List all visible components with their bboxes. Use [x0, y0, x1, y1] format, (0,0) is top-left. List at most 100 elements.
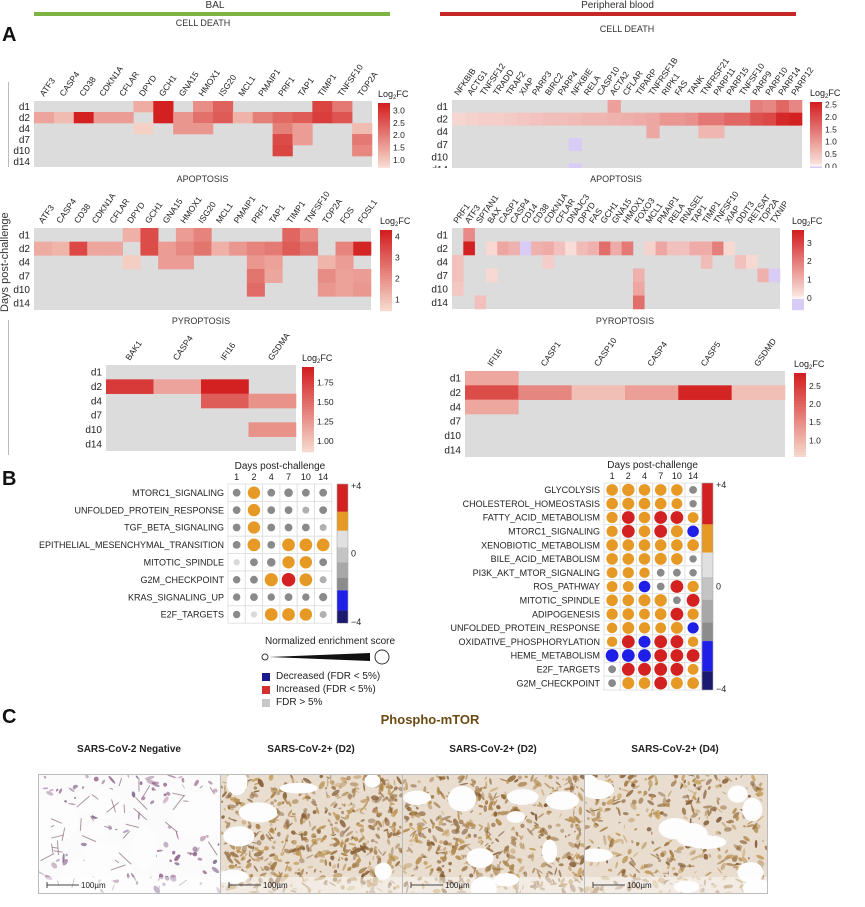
fdr-legend-swatch [262, 698, 270, 707]
heatmap-cell [737, 112, 751, 126]
day-label: 14 [318, 472, 328, 482]
column-label: CASP1 [538, 339, 562, 368]
column-label: IFI16 [218, 340, 237, 362]
heatmap-cell [463, 241, 475, 256]
heatmap-blood-cell-death: CELL DEATHd1d2d4d7d10d14NFKBIBACTG1TNFSF… [431, 24, 841, 168]
pathway-label: E2F_TARGETS [537, 665, 600, 675]
bal-group-bar [34, 12, 390, 16]
heatmap-cell [685, 112, 699, 126]
colorbar-tick: 2.5 [393, 118, 405, 128]
colorbar-segment [794, 415, 806, 419]
day-label: 7 [658, 471, 663, 481]
colorbar-segment [810, 161, 822, 165]
nes-dot [284, 506, 293, 514]
colorbar-segment [792, 277, 804, 281]
row-label: d10 [431, 284, 448, 295]
column-label: CASP5 [698, 339, 722, 368]
nes-dot [654, 649, 668, 662]
column-label: CASP4 [645, 339, 669, 368]
heatmap-cell [750, 112, 764, 126]
nes-dot [606, 511, 618, 524]
colorbar-segment [380, 232, 392, 236]
legend-title: Log2FC [378, 89, 409, 101]
colorbar-segment [302, 381, 314, 385]
colorbar-segment [380, 248, 392, 253]
nes-dot [608, 665, 616, 674]
colorbar-segment [810, 141, 822, 145]
row-label: d1 [450, 374, 462, 385]
nes-dot [656, 582, 665, 591]
colorbar-tick: 1.0 [809, 435, 821, 445]
heatmap-cell [776, 112, 790, 126]
heatmap-cell [122, 228, 141, 242]
nes-dot [284, 593, 293, 601]
nes-dot [606, 553, 618, 565]
nes-dot [654, 635, 668, 649]
colorbar-segment [378, 156, 390, 160]
row-label: d2 [450, 388, 462, 399]
nes-dot [622, 497, 635, 510]
row-label: d2 [91, 382, 103, 393]
column-label: BAK1 [123, 338, 144, 362]
colorbar-segment [792, 283, 804, 287]
heatmap-cell [465, 371, 519, 386]
nes-dot [299, 538, 313, 552]
nes-dot [687, 512, 699, 523]
panel-c-title: Phospho-mTOR [380, 712, 480, 727]
fdr-legend-label: Decreased (FDR < 5%) [276, 671, 381, 682]
heatmap-cell [599, 241, 611, 256]
colorbar-segment [302, 403, 314, 408]
heatmap-cell [465, 399, 519, 415]
pathway-label: MITOTIC_SPINDLE [520, 596, 600, 606]
heatmap-cell [317, 282, 336, 297]
colorbar-segment [792, 261, 804, 266]
colorbar-segment [302, 367, 314, 371]
nes-dot [638, 539, 651, 551]
colorbar-segment [810, 102, 822, 105]
nes-dot [654, 484, 667, 496]
nes-dot [232, 506, 241, 514]
colorbar-segment [302, 409, 314, 413]
row-label: d2 [437, 115, 449, 126]
column-label: CD38 [77, 74, 98, 98]
heatmap-cell [246, 255, 265, 270]
nes-dot [267, 488, 276, 497]
nes-dot [621, 649, 635, 662]
heatmap-cell [568, 112, 582, 126]
colorbar-segment [380, 270, 392, 274]
nes-dot [638, 511, 651, 524]
colorbar-segment [302, 389, 314, 393]
dot-colorbar-segment [337, 530, 348, 548]
colorbar-segment [378, 158, 390, 162]
row-label: d2 [19, 244, 31, 255]
bal-group-label: BAL [205, 0, 225, 11]
pathway-label: MTORC1_SIGNALING [132, 488, 224, 498]
colorbar-tick: 1.5 [809, 417, 821, 427]
nes-dot [689, 486, 697, 494]
nes-dot [638, 594, 651, 607]
heatmap-cell [576, 241, 589, 256]
nes-dot [606, 525, 618, 537]
colorbar-segment [792, 253, 804, 258]
colorbar-segment [380, 291, 392, 296]
nes-dot [621, 524, 635, 538]
row-label: d10 [13, 146, 30, 157]
axis-bracket-bottom [8, 320, 9, 455]
nes-dot [638, 580, 651, 593]
colorbar-segment [794, 443, 806, 448]
heatmap-cell [193, 241, 212, 256]
nes-dot [638, 635, 651, 648]
heatmap-cell [352, 145, 373, 157]
row-label: d7 [437, 140, 449, 151]
colorbar-segment [378, 141, 390, 145]
colorbar-segment [810, 121, 822, 125]
colorbar-segment [380, 243, 392, 247]
colorbar-segment [378, 132, 390, 136]
nes-dot [232, 541, 241, 549]
fdr-legend-swatch [262, 672, 270, 681]
nes-dot [250, 558, 258, 567]
nes-dot [686, 593, 700, 607]
heatmap-cell [571, 385, 626, 400]
colorbar-segment [794, 452, 806, 456]
row-label: d7 [437, 271, 449, 282]
